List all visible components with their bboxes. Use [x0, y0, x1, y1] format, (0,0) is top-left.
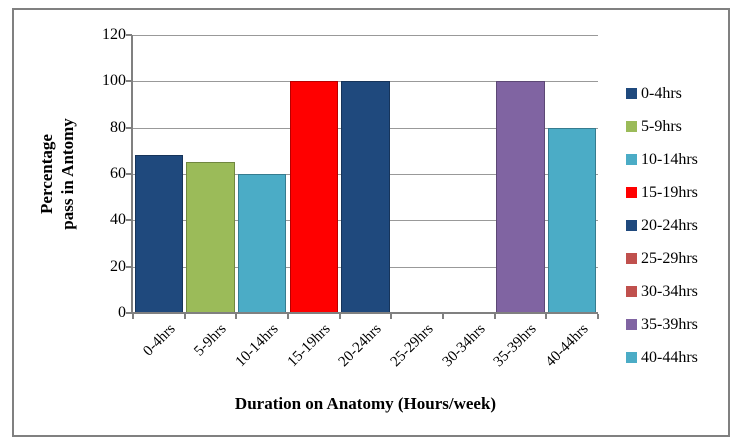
y-axis-line	[131, 35, 133, 314]
bar-slot-40-44hrs	[546, 35, 598, 313]
bar-10-14hrs	[237, 174, 287, 313]
legend-item-10-14hrs: 10-14hrs	[626, 150, 698, 169]
x-tick-mark-2	[235, 314, 238, 319]
bar-slot-25-29hrs	[391, 35, 443, 313]
bar-slot-20-24hrs	[340, 35, 392, 313]
bar-0-4hrs	[134, 155, 184, 313]
legend-swatch-icon	[626, 286, 637, 297]
y-tick-label-60: 60	[110, 165, 126, 182]
bar-slot-15-19hrs	[288, 35, 340, 313]
y-tick-label-100: 100	[102, 72, 126, 90]
y-tick-mark-60	[126, 173, 132, 175]
x-tick-mark-3	[287, 314, 289, 319]
legend-item-25-29hrs: 25-29hrs	[626, 249, 698, 268]
legend-swatch-icon	[626, 187, 637, 198]
x-tick-mark-0	[132, 314, 134, 319]
bar-slot-30-34hrs	[443, 35, 495, 313]
y-tick-label-20: 20	[110, 257, 126, 275]
legend-swatch-icon	[626, 154, 637, 165]
bar-40-44hrs	[547, 127, 597, 313]
legend-item-20-24hrs: 20-24hrs	[626, 216, 698, 235]
x-tick-mark-7	[493, 314, 496, 319]
legend-label: 5-9hrs	[641, 118, 682, 135]
bar-5-9hrs	[186, 162, 235, 313]
bar-slot-0-4hrs	[133, 35, 185, 313]
x-tick-mark-4	[338, 314, 341, 319]
y-tick-label-80: 80	[110, 118, 126, 136]
legend-label: 25-29hrs	[641, 250, 698, 267]
legend-item-15-19hrs: 15-19hrs	[626, 183, 698, 202]
legend-label: 40-44hrs	[641, 349, 698, 366]
bar-20-24hrs	[341, 81, 390, 313]
bar-slot-35-39hrs	[495, 35, 547, 313]
y-tick-label-40: 40	[110, 211, 126, 229]
legend-label: 0-4hrs	[641, 85, 682, 102]
plot-area	[133, 35, 598, 313]
legend-item-30-34hrs: 30-34hrs	[626, 282, 698, 301]
x-tick-mark-6	[442, 314, 444, 319]
x-tick-mark-8	[545, 314, 548, 319]
gridline-120	[133, 35, 598, 36]
y-tick-label-120: 120	[102, 26, 126, 43]
bar-15-19hrs	[289, 81, 339, 313]
legend-label: 30-34hrs	[641, 283, 698, 300]
legend-item-35-39hrs: 35-39hrs	[626, 315, 698, 334]
y-tick-mark-20	[126, 265, 132, 268]
bar-series	[133, 35, 598, 313]
legend-item-5-9hrs: 5-9hrs	[626, 117, 698, 136]
y-axis-title-line2: pass in Antomy	[58, 118, 77, 230]
legend-label: 20-24hrs	[641, 217, 698, 234]
y-tick-mark-0	[126, 312, 132, 314]
legend-swatch-icon	[626, 253, 637, 264]
bar-slot-5-9hrs	[185, 35, 237, 313]
legend-label: 15-19hrs	[641, 184, 698, 201]
legend-item-40-44hrs: 40-44hrs	[626, 348, 698, 367]
y-tick-mark-40	[126, 219, 132, 222]
x-tick-mark-5	[390, 314, 393, 319]
y-tick-mark-80	[126, 126, 132, 129]
legend-item-0-4hrs: 0-4hrs	[626, 84, 698, 103]
y-axis-title-line1: Percentage	[37, 134, 56, 214]
x-axis-line	[131, 312, 598, 314]
x-tick-mark-1	[183, 314, 186, 319]
legend-swatch-icon	[626, 319, 637, 330]
y-tick-mark-120	[126, 34, 132, 36]
legend-swatch-icon	[626, 220, 637, 231]
legend-label: 10-14hrs	[641, 151, 698, 168]
y-axis-title: Percentage pass in Antomy	[36, 34, 80, 314]
y-tick-label-0: 0	[118, 304, 126, 321]
y-tick-mark-100	[126, 80, 132, 83]
legend-swatch-icon	[626, 121, 637, 132]
legend-swatch-icon	[626, 88, 637, 99]
bar-35-39hrs	[496, 81, 545, 313]
x-axis-title: Duration on Anatomy (Hours/week)	[234, 394, 497, 413]
bar-slot-10-14hrs	[236, 35, 288, 313]
legend-label: 35-39hrs	[641, 316, 698, 333]
legend: 0-4hrs 5-9hrs 10-14hrs 15-19hrs 20-24hrs 25-2…	[626, 84, 698, 381]
legend-swatch-icon	[626, 352, 637, 363]
x-tick-mark-9	[597, 314, 599, 319]
